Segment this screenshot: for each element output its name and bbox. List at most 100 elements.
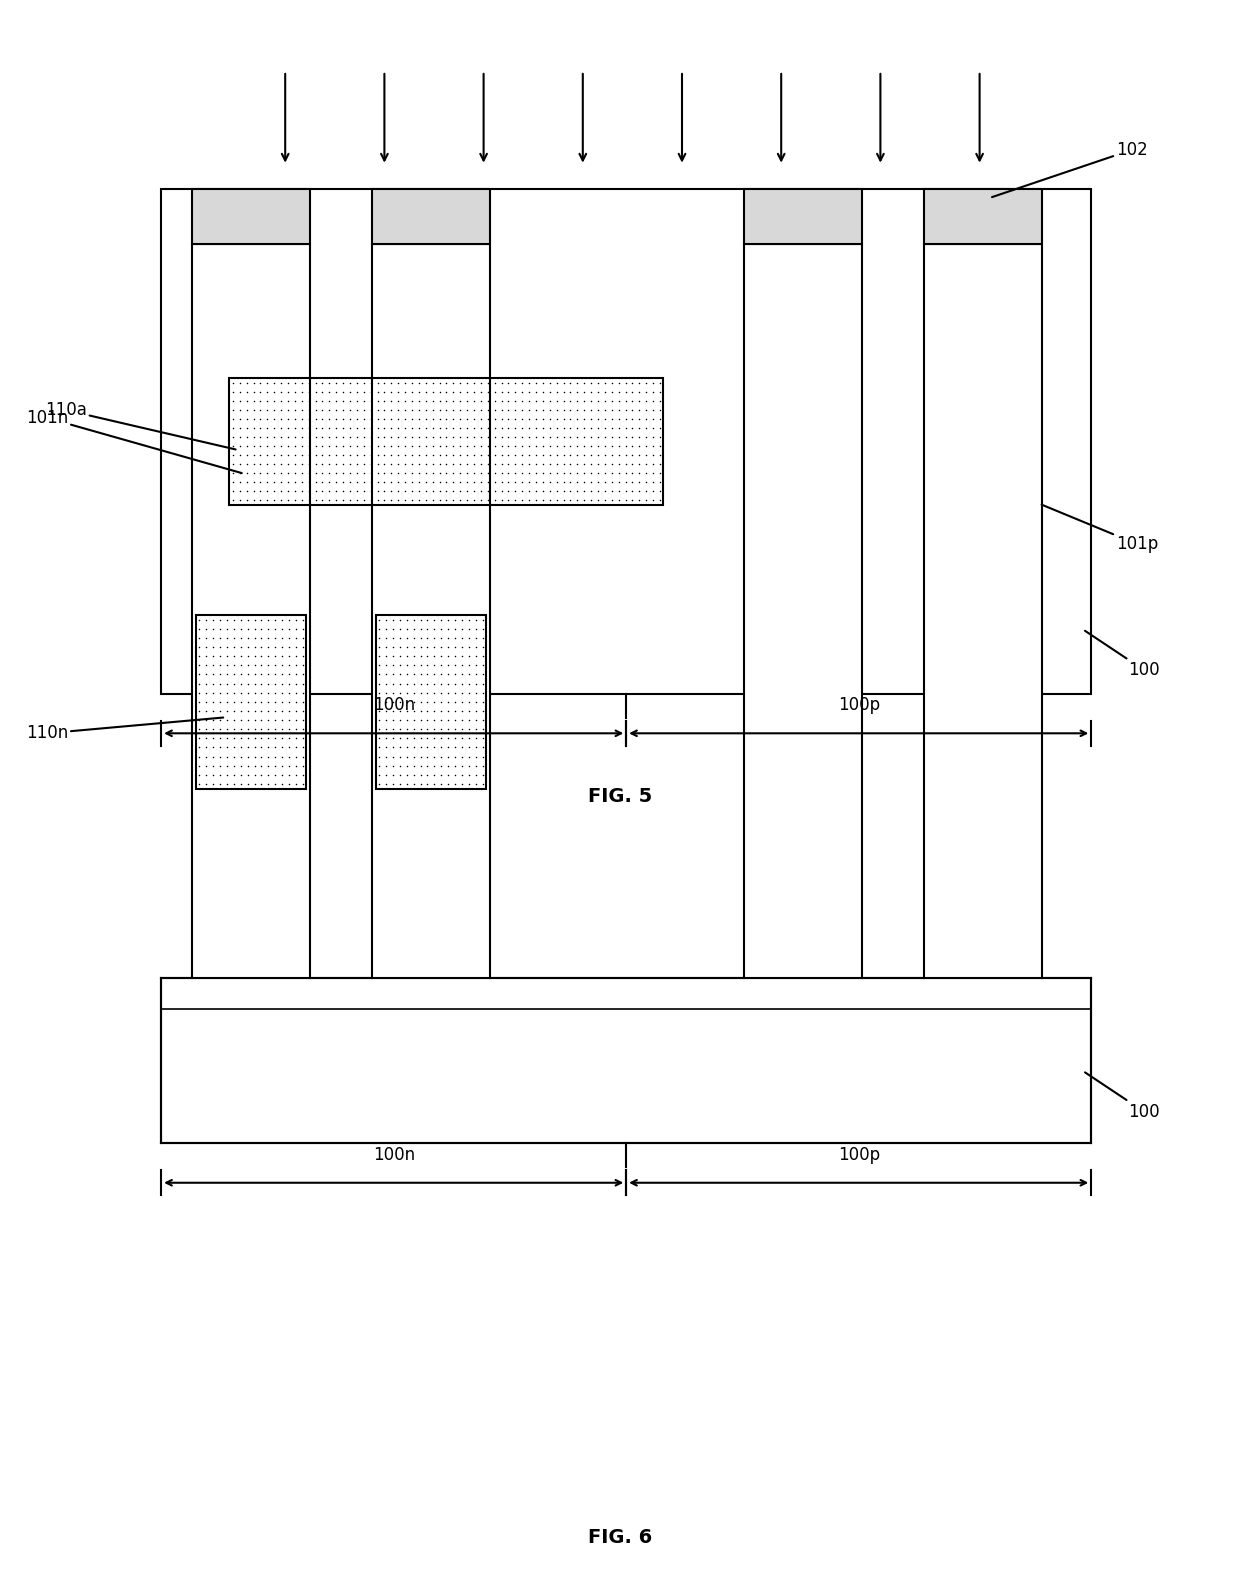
Point: [630, 470, 650, 495]
Point: [410, 643, 430, 669]
Point: [388, 371, 408, 396]
Point: [229, 451, 249, 476]
Point: [445, 735, 465, 760]
Point: [217, 716, 237, 741]
Point: [285, 407, 305, 432]
Point: [485, 451, 505, 476]
Point: [459, 643, 479, 669]
Point: [636, 460, 656, 486]
Point: [190, 762, 210, 787]
Point: [293, 762, 312, 787]
Point: [190, 653, 210, 678]
Point: [526, 407, 546, 432]
Point: [410, 662, 430, 688]
Point: [265, 725, 285, 751]
Point: [418, 670, 438, 695]
Point: [450, 407, 470, 432]
Point: [472, 716, 492, 741]
Point: [498, 380, 518, 405]
Point: [272, 470, 291, 495]
Point: [190, 617, 210, 642]
Point: [418, 689, 438, 714]
Point: [238, 670, 258, 695]
Point: [383, 725, 403, 751]
Point: [588, 478, 608, 503]
Point: [444, 371, 464, 396]
Point: [466, 624, 486, 650]
Point: [293, 754, 312, 779]
Point: [237, 470, 257, 495]
Point: [224, 762, 244, 787]
Point: [512, 397, 532, 423]
Point: [410, 607, 430, 632]
Point: [353, 424, 373, 449]
Point: [347, 460, 367, 486]
Point: [376, 624, 396, 650]
Point: [347, 388, 367, 413]
Point: [396, 415, 415, 440]
Point: [466, 771, 486, 796]
Point: [404, 624, 424, 650]
Point: [383, 643, 403, 669]
Point: [299, 397, 319, 423]
Bar: [924, 189, 1042, 244]
Point: [312, 470, 332, 495]
Point: [278, 451, 298, 476]
Point: [595, 460, 615, 486]
Point: [418, 744, 438, 770]
Point: [326, 424, 346, 449]
Point: [293, 716, 312, 741]
Point: [229, 380, 249, 405]
Point: [601, 434, 621, 459]
Point: [326, 380, 346, 405]
Point: [636, 470, 656, 495]
Point: [238, 735, 258, 760]
Point: [244, 607, 264, 632]
Point: [196, 708, 216, 733]
Point: [444, 388, 464, 413]
Point: [244, 680, 264, 705]
Point: [436, 434, 456, 459]
Point: [650, 371, 670, 396]
Point: [595, 407, 615, 432]
Point: [389, 708, 409, 733]
Point: [526, 487, 546, 513]
Point: [265, 617, 285, 642]
Point: [217, 662, 237, 688]
Point: [609, 407, 629, 432]
Point: [547, 443, 567, 468]
Point: [252, 708, 272, 733]
Point: [237, 434, 257, 459]
Point: [264, 371, 284, 396]
Point: [382, 451, 402, 476]
Point: [190, 624, 210, 650]
Point: [615, 434, 635, 459]
Point: [622, 388, 642, 413]
Point: [459, 762, 479, 787]
Point: [278, 487, 298, 513]
Point: [265, 662, 285, 688]
Point: [383, 653, 403, 678]
Point: [415, 397, 435, 423]
Point: [397, 680, 417, 705]
Point: [286, 716, 306, 741]
Point: [397, 754, 417, 779]
Point: [273, 735, 293, 760]
Point: [376, 699, 396, 724]
Point: [196, 771, 216, 796]
Point: [265, 744, 285, 770]
Point: [334, 397, 353, 423]
Bar: [196, 615, 306, 788]
Point: [265, 754, 285, 779]
Point: [472, 754, 492, 779]
Point: [293, 735, 312, 760]
Point: [464, 470, 484, 495]
Point: [305, 487, 325, 513]
Point: [477, 397, 497, 423]
Point: [485, 371, 505, 396]
Point: [466, 725, 486, 751]
Point: [278, 388, 298, 413]
Point: [445, 670, 465, 695]
Point: [203, 689, 223, 714]
Point: [650, 407, 670, 432]
